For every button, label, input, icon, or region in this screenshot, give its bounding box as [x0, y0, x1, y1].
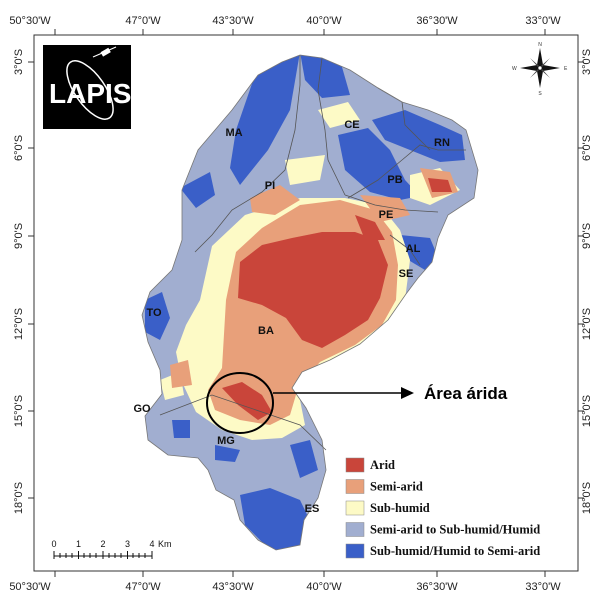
legend: Arid Semi-arid Sub-humid Semi-arid to Sub-h… [345, 457, 540, 559]
top-tick-label: 40°0'W [306, 15, 342, 27]
frame-ticks [28, 29, 584, 577]
right-tick-label: 12°0'S [581, 308, 593, 340]
compass-w: W [512, 66, 517, 72]
scale-label: 4 [149, 539, 154, 549]
right-tick-labels: 3°0'S 6°0'S 9°0'S 12°0'S 15°0'S 18°0'S [581, 49, 593, 514]
scale-label: 1 [76, 539, 81, 549]
northeast-region [141, 54, 479, 551]
top-tick-label: 36°30'W [416, 15, 458, 27]
compass-s: S [538, 91, 542, 97]
state-label-ma: MA [225, 127, 242, 139]
legend-swatch [345, 522, 365, 537]
top-tick-label: 33°0'W [525, 15, 561, 27]
top-tick-label: 50°30'W [9, 15, 51, 27]
scale-label: 2 [100, 539, 105, 549]
lapis-logo: LAPIS [43, 45, 131, 129]
legend-label: Sub-humid [370, 501, 430, 515]
state-label-pb: PB [387, 174, 402, 186]
annotation-arrow-head [401, 387, 414, 399]
legend-label: Arid [370, 458, 395, 472]
scale-label: 0 [51, 539, 56, 549]
right-tick-label: 15°0'S [581, 395, 593, 427]
state-label-pi: PI [265, 180, 275, 192]
state-label-es: ES [305, 503, 320, 515]
state-label-al: AL [406, 243, 421, 255]
right-tick-label: 6°0'S [581, 135, 593, 161]
annotation-label: Área árida [424, 384, 508, 403]
state-label-se: SE [399, 268, 414, 280]
legend-swatch [345, 479, 365, 494]
legend-label: Sub-humid/Humid to Semi-arid [370, 544, 540, 558]
scale-bar: 0 1 2 3 4 Km [51, 539, 172, 559]
left-tick-label: 18°0'S [13, 482, 25, 514]
state-label-go: GO [133, 403, 151, 415]
compass-n: N [538, 42, 542, 48]
compass-e: E [564, 66, 568, 72]
state-label-to: TO [146, 307, 162, 319]
legend-label: Semi-arid [370, 480, 423, 494]
compass-rose-icon: N S E W [512, 42, 568, 97]
state-label-ba: BA [258, 325, 274, 337]
top-tick-label: 47°0'W [125, 15, 161, 27]
left-tick-labels: 3°0'S 6°0'S 9°0'S 12°0'S 15°0'S 18°0'S [13, 49, 25, 514]
right-tick-label: 18°0'S [581, 482, 593, 514]
left-tick-label: 9°0'S [13, 223, 25, 249]
state-label-pe: PE [379, 209, 394, 221]
top-tick-labels: 50°30'W 47°0'W 43°30'W 40°0'W 36°30'W 33… [9, 15, 561, 27]
legend-swatch [345, 543, 365, 559]
state-label-rn: RN [434, 137, 450, 149]
region-outline [141, 54, 479, 551]
legend-swatch [345, 457, 365, 473]
bottom-tick-label: 36°30'W [416, 581, 458, 593]
bottom-tick-label: 33°0'W [525, 581, 561, 593]
arid-area-circle [206, 372, 274, 434]
legend-swatch [345, 500, 365, 516]
legend-label: Semi-arid to Sub-humid/Humid [370, 523, 540, 537]
scale-unit: Km [158, 539, 172, 549]
bottom-tick-label: 47°0'W [125, 581, 161, 593]
zone-blue [145, 55, 465, 550]
bottom-tick-labels: 50°30'W 47°0'W 43°30'W 40°0'W 36°30'W 33… [9, 581, 561, 593]
logo-text: LAPIS [49, 78, 131, 109]
state-labels: MA CE RN PI PB PE AL SE TO BA GO MG ES [133, 119, 450, 515]
right-tick-label: 9°0'S [581, 223, 593, 249]
state-label-mg: MG [217, 435, 235, 447]
state-borders [159, 55, 466, 451]
left-tick-label: 15°0'S [13, 395, 25, 427]
bottom-tick-label: 50°30'W [9, 581, 51, 593]
left-tick-label: 12°0'S [13, 308, 25, 340]
left-tick-label: 6°0'S [13, 135, 25, 161]
bottom-tick-label: 43°30'W [212, 581, 254, 593]
state-label-ce: CE [344, 119, 359, 131]
bottom-tick-label: 40°0'W [306, 581, 342, 593]
right-tick-label: 3°0'S [581, 49, 593, 75]
top-tick-label: 43°30'W [212, 15, 254, 27]
zone-arid [222, 178, 452, 420]
scale-label: 3 [125, 539, 130, 549]
left-tick-label: 3°0'S [13, 49, 25, 75]
